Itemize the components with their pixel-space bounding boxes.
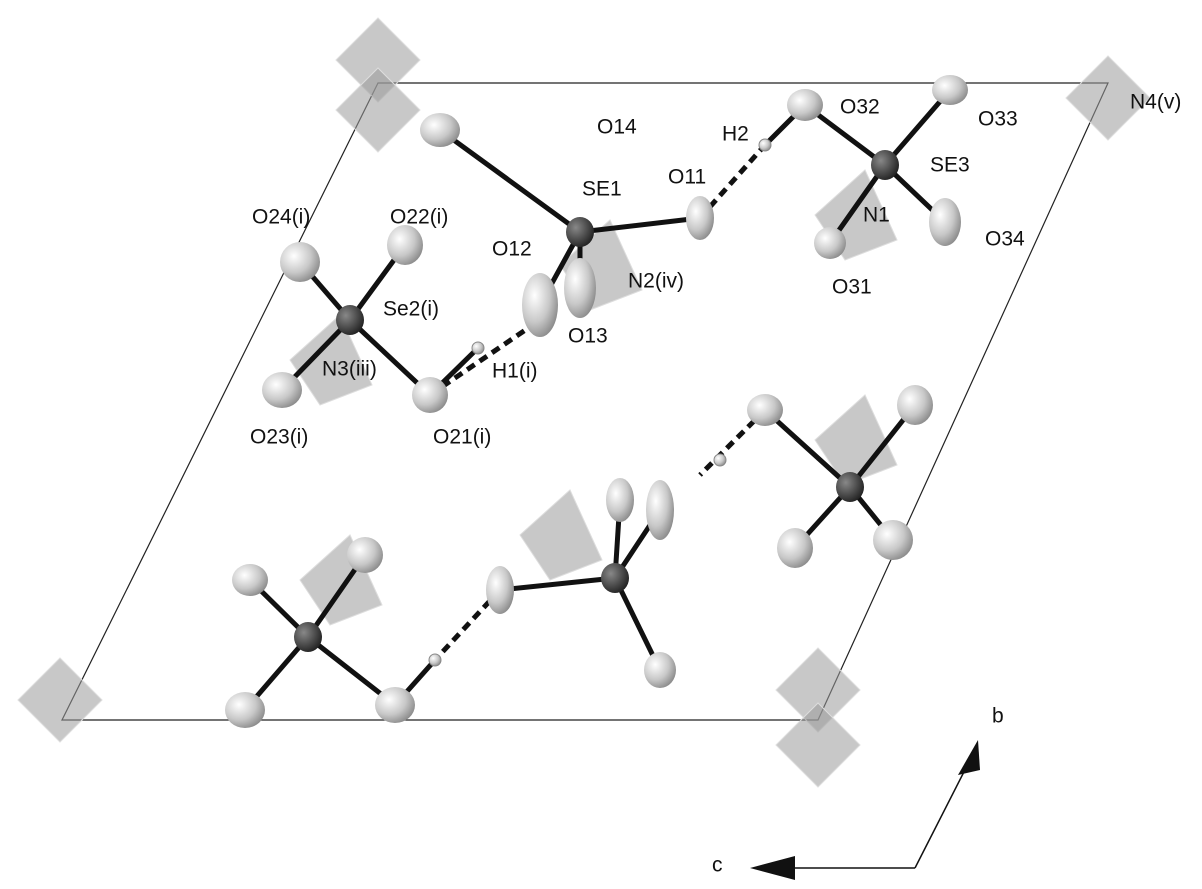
atom-label: Se2(i) bbox=[383, 298, 439, 321]
oxygen-atom bbox=[225, 692, 265, 728]
atom-label: SE1 bbox=[582, 178, 622, 201]
oxygen-atom bbox=[686, 196, 714, 240]
oxygen-atom bbox=[929, 198, 961, 246]
oxygen-atom bbox=[564, 258, 596, 318]
oxygen-atom bbox=[932, 75, 968, 105]
oxygen-atom bbox=[280, 242, 320, 282]
atom-label: O11 bbox=[668, 166, 706, 189]
atom-label: N2(iv) bbox=[628, 270, 684, 293]
atom-label: O24(i) bbox=[252, 206, 310, 229]
oxygen-atom bbox=[747, 394, 783, 426]
atom-label: O23(i) bbox=[250, 426, 308, 449]
atom-label: O13 bbox=[568, 325, 608, 348]
axis-label: c bbox=[712, 854, 723, 877]
atom-label: N4(v) bbox=[1130, 91, 1181, 114]
atom-label: O12 bbox=[492, 238, 532, 261]
oxygen-atom bbox=[897, 385, 933, 425]
bond bbox=[580, 218, 700, 232]
oxygen-atom bbox=[412, 377, 448, 413]
axis-label: b bbox=[992, 705, 1004, 728]
selenium-atom bbox=[294, 622, 322, 652]
hydrogen-atom bbox=[759, 139, 771, 151]
oxygen-atom bbox=[420, 113, 460, 147]
crystal-diagram: O14 O32 O33 N4(v) H2 SE3 SE1 O11 O24(i) O22(i) N1 O… bbox=[0, 0, 1202, 884]
atom-label: N3(iii) bbox=[322, 358, 377, 381]
atom-label: O33 bbox=[978, 108, 1018, 131]
hydrogen-atom bbox=[472, 342, 484, 354]
atom-label: O32 bbox=[840, 96, 880, 119]
atom-label: O14 bbox=[597, 116, 637, 139]
hydrogen-atom bbox=[429, 654, 441, 666]
atom-label: SE3 bbox=[930, 154, 970, 177]
atom-label: O21(i) bbox=[433, 426, 491, 449]
atom-label: N1 bbox=[863, 204, 890, 227]
bond bbox=[440, 130, 580, 232]
axes: b c bbox=[712, 705, 1004, 880]
atom-label: O22(i) bbox=[390, 206, 448, 229]
atom-label: O34 bbox=[985, 228, 1025, 251]
hydrogen-atom bbox=[714, 454, 726, 466]
selenium-atom bbox=[566, 217, 594, 247]
atom-label: H1(i) bbox=[492, 360, 538, 383]
selenium-atom bbox=[836, 472, 864, 502]
oxygen-atom bbox=[387, 225, 423, 265]
oxygen-atom bbox=[347, 537, 383, 573]
oxygen-atom bbox=[787, 89, 823, 121]
structure bbox=[18, 18, 1150, 787]
oxygen-atom bbox=[606, 478, 634, 522]
oxygen-atom bbox=[777, 528, 813, 568]
selenium-atom bbox=[601, 563, 629, 593]
oxygen-atom bbox=[375, 687, 415, 723]
hydrogen-bond bbox=[430, 320, 540, 395]
oxygen-atom bbox=[814, 227, 846, 259]
selenium-atom bbox=[871, 150, 899, 180]
octahedron bbox=[776, 703, 860, 787]
bond bbox=[500, 578, 615, 590]
oxygen-atom bbox=[644, 652, 676, 688]
oxygen-atom bbox=[646, 480, 674, 540]
tetrahedron bbox=[520, 490, 602, 580]
octahedron bbox=[18, 658, 102, 742]
octahedron bbox=[336, 68, 420, 152]
selenium-atom bbox=[336, 305, 364, 335]
atom-label: H2 bbox=[722, 123, 749, 146]
oxygen-atom bbox=[232, 564, 268, 596]
oxygen-atom bbox=[486, 566, 514, 614]
oxygen-atom bbox=[262, 372, 302, 408]
atom-label: O31 bbox=[832, 276, 872, 299]
oxygen-atom bbox=[873, 520, 913, 560]
oxygen-atom bbox=[522, 273, 558, 337]
